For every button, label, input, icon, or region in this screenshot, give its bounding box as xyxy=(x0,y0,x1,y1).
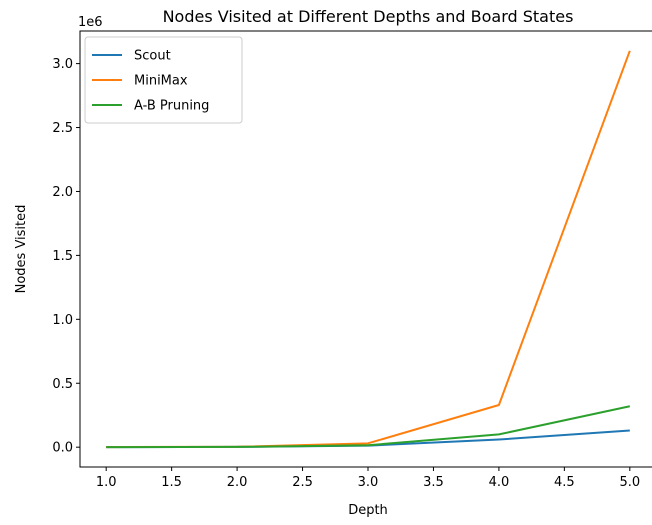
y-axis-offset-label: 1e6 xyxy=(78,15,103,30)
plot-area: 1.0 1.5 2.0 2.5 3.0 3.5 4.0 4.5 5.0 0.0 0.5 1.0 1.5… xyxy=(52,30,652,490)
x-tick-label: 5.0 xyxy=(619,475,640,490)
y-tick-label: 0.0 xyxy=(52,441,73,456)
x-tick-label: 1.0 xyxy=(96,475,117,490)
x-tick-label: 4.0 xyxy=(489,475,510,490)
y-tick-label: 2.5 xyxy=(52,121,73,136)
chart-title: Nodes Visited at Different Depths and Bo… xyxy=(163,7,574,26)
x-tick-label: 2.5 xyxy=(292,475,313,490)
x-tick-label: 4.5 xyxy=(554,475,575,490)
x-axis-label: Depth xyxy=(348,503,388,518)
x-tick-label: 3.5 xyxy=(423,475,444,490)
x-tick-label: 3.0 xyxy=(358,475,379,490)
legend-label: A-B Pruning xyxy=(134,99,209,114)
legend-label: MiniMax xyxy=(134,74,188,89)
y-tick-label: 0.5 xyxy=(52,377,73,392)
y-tick-label: 2.0 xyxy=(52,185,73,200)
legend-box xyxy=(84,36,243,124)
y-tick-label: 1.5 xyxy=(52,249,73,264)
legend: Scout MiniMax A-B Pruning xyxy=(84,36,243,124)
series-line-a-b-pruning xyxy=(106,405,631,449)
series-group xyxy=(106,50,631,449)
x-tick-label: 1.5 xyxy=(161,475,182,490)
y-axis-label: Nodes Visited xyxy=(14,205,29,294)
x-tick-label: 2.0 xyxy=(227,475,248,490)
y-tick-label: 1.0 xyxy=(52,313,73,328)
y-tick-label: 3.0 xyxy=(52,57,73,72)
legend-label: Scout xyxy=(134,49,171,64)
x-axis-ticks: 1.0 1.5 2.0 2.5 3.0 3.5 4.0 4.5 5.0 xyxy=(96,467,640,490)
y-axis-ticks: 0.0 0.5 1.0 1.5 2.0 2.5 3.0 xyxy=(52,57,80,456)
legend-items: Scout MiniMax A-B Pruning xyxy=(92,49,209,114)
